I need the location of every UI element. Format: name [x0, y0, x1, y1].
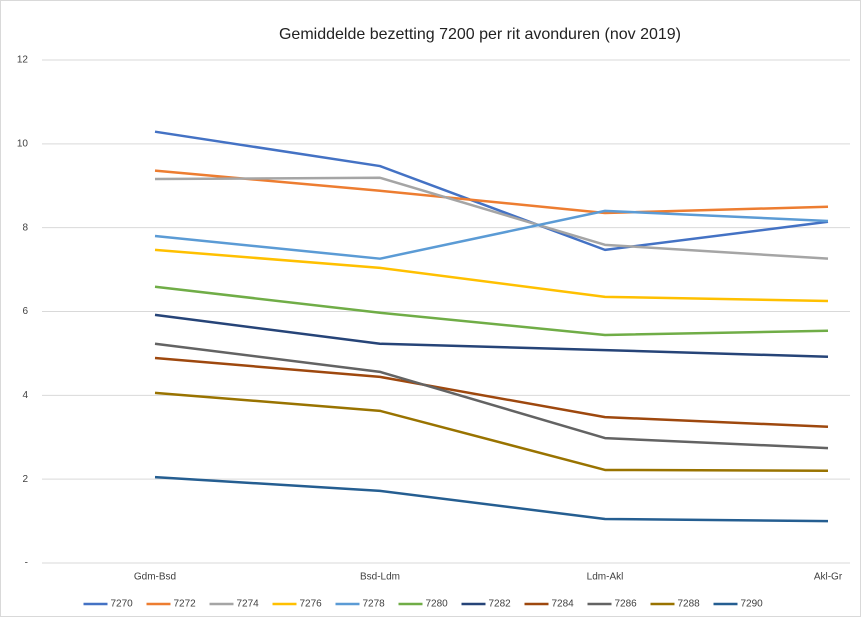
series-line: [154, 475, 829, 523]
legend-label: 7278: [363, 599, 386, 610]
legend-label: 7270: [111, 599, 134, 610]
legend-label: 7284: [552, 599, 575, 610]
series-line: [154, 176, 829, 260]
x-tick-label: Bsd-Ldm: [360, 572, 400, 583]
legend-label: 7280: [426, 599, 449, 610]
legend-label: 7288: [678, 599, 701, 610]
y-tick-label: 6: [22, 306, 28, 317]
series-line: [154, 209, 829, 260]
series-line: [154, 285, 829, 337]
legend-label: 7282: [489, 599, 512, 610]
series-line: [154, 169, 829, 215]
series-line: [154, 391, 829, 473]
legend-label: 7272: [174, 599, 197, 610]
legend-label: 7286: [615, 599, 638, 610]
series-line: [154, 356, 829, 429]
x-tick-label: Akl-Gr: [814, 572, 843, 583]
y-tick-label: 2: [22, 474, 28, 485]
series-line: [154, 313, 829, 359]
legend-label: 7276: [300, 599, 323, 610]
legend-label: 7274: [237, 599, 260, 610]
y-tick-label: 10: [17, 138, 29, 149]
legend-label: 7290: [741, 599, 764, 610]
y-tick-label: -: [25, 558, 28, 569]
series-line: [154, 342, 829, 450]
x-tick-label: Gdm-Bsd: [134, 572, 176, 583]
y-tick-label: 4: [22, 390, 28, 401]
series-line: [154, 130, 829, 252]
chart-title: Gemiddelde bezetting 7200 per rit avondu…: [279, 26, 681, 43]
y-tick-label: 8: [22, 222, 28, 233]
series-line: [154, 248, 829, 303]
y-tick-label: 12: [17, 55, 29, 66]
x-tick-label: Ldm-Akl: [587, 572, 624, 583]
